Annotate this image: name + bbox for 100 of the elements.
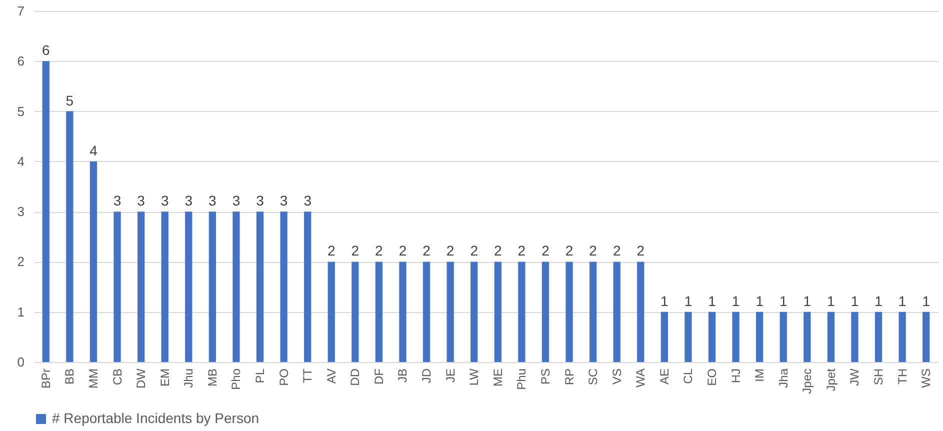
x-tick-label: BB xyxy=(62,368,77,385)
bar xyxy=(208,212,216,362)
bar xyxy=(137,212,145,362)
legend-label: # Reportable Incidents by Person xyxy=(52,410,260,426)
data-label: 2 xyxy=(636,242,645,259)
data-label: 2 xyxy=(422,242,431,259)
data-label: 1 xyxy=(827,292,836,309)
bar xyxy=(42,61,50,362)
data-label: 2 xyxy=(470,242,478,259)
x-tick-label: CB xyxy=(110,368,124,386)
x-tick-label: AE xyxy=(657,368,672,385)
data-label: 2 xyxy=(494,242,502,259)
data-label: 2 xyxy=(446,242,454,259)
y-tick-label: 1 xyxy=(17,304,24,320)
data-label: 1 xyxy=(874,292,883,309)
data-label: 1 xyxy=(708,292,716,309)
y-tick-label: 5 xyxy=(17,104,24,119)
x-tick-label: IM xyxy=(752,368,767,382)
x-tick-label: JE xyxy=(443,368,458,383)
y-tick-label: 0 xyxy=(17,354,24,370)
bar xyxy=(518,262,526,362)
x-tick-label: EM xyxy=(158,368,172,386)
x-tick-label: AV xyxy=(324,368,338,384)
x-tick-label: Jhu xyxy=(182,368,196,388)
bar xyxy=(804,312,811,362)
x-tick-label: SC xyxy=(586,368,600,386)
data-label: 1 xyxy=(803,292,812,309)
data-label: 1 xyxy=(660,292,669,309)
y-tick-label: 6 xyxy=(17,54,24,69)
x-tick-label: MM xyxy=(86,368,100,388)
bar xyxy=(470,262,478,362)
bar xyxy=(542,262,550,362)
x-tick-label: DW xyxy=(134,368,148,388)
x-tick-label: PL xyxy=(253,368,267,384)
x-tick-label: CL xyxy=(681,368,696,384)
data-label: 2 xyxy=(518,242,526,259)
y-tick-label: 7 xyxy=(17,4,24,18)
x-tick-label: Phu xyxy=(514,368,529,390)
bar xyxy=(66,111,74,362)
x-tick-label: LW xyxy=(467,368,482,386)
data-label: 2 xyxy=(375,242,384,259)
bar xyxy=(780,312,787,362)
data-label: 3 xyxy=(208,192,217,209)
x-tick-label: Jpet xyxy=(824,368,838,392)
bar xyxy=(90,161,98,362)
x-tick-label: RP xyxy=(562,368,576,386)
bar xyxy=(328,262,335,362)
bar xyxy=(922,312,930,362)
data-label: 2 xyxy=(589,242,598,259)
x-tick-label: JB xyxy=(396,368,410,383)
bar xyxy=(422,262,430,362)
data-label: 3 xyxy=(304,192,312,209)
bar xyxy=(304,212,312,362)
data-label: 3 xyxy=(137,192,146,209)
data-label: 1 xyxy=(756,292,764,309)
x-tick-label: DD xyxy=(348,368,362,386)
bar xyxy=(352,262,359,362)
bar xyxy=(589,262,597,362)
bar xyxy=(566,262,573,362)
data-label: 5 xyxy=(66,92,74,108)
bar xyxy=(256,212,264,362)
bar xyxy=(232,212,240,362)
data-label: 4 xyxy=(90,142,98,158)
data-label: 2 xyxy=(398,242,407,259)
x-tick-label: Jpec xyxy=(800,368,814,394)
bar xyxy=(161,212,168,362)
data-label: 1 xyxy=(732,292,740,309)
x-tick-label: EO xyxy=(705,368,719,386)
x-tick-label: WS xyxy=(919,368,934,388)
x-tick-label: PO xyxy=(276,368,291,386)
bar xyxy=(874,312,882,362)
bar xyxy=(114,212,121,362)
x-tick-label: TH xyxy=(895,368,910,384)
data-label: 1 xyxy=(684,292,692,309)
data-label: 3 xyxy=(232,192,240,209)
bar xyxy=(399,262,406,362)
x-tick-label: DF xyxy=(372,368,386,384)
x-tick-label: Jha xyxy=(776,368,790,388)
bar xyxy=(851,312,858,362)
data-label: 2 xyxy=(542,242,550,259)
x-tick-label: BPr xyxy=(38,368,53,389)
bar xyxy=(185,212,192,362)
data-label: 3 xyxy=(256,192,264,209)
data-label: 1 xyxy=(850,292,859,309)
data-label: 6 xyxy=(42,42,50,58)
bar xyxy=(446,262,454,362)
x-tick-label: JW xyxy=(848,368,862,386)
bar xyxy=(660,312,668,362)
data-label: 1 xyxy=(779,292,788,309)
x-tick-label: ME xyxy=(490,368,505,386)
y-tick-label: 2 xyxy=(17,254,24,270)
data-label: 2 xyxy=(565,242,574,259)
y-tick-label: 3 xyxy=(17,204,24,220)
bar xyxy=(494,262,502,362)
bar xyxy=(375,262,383,362)
bar xyxy=(613,262,620,362)
y-tick-label: 4 xyxy=(17,154,24,169)
data-label: 3 xyxy=(280,192,288,209)
x-tick-label: WA xyxy=(634,368,648,388)
x-tick-label: PS xyxy=(538,368,552,385)
